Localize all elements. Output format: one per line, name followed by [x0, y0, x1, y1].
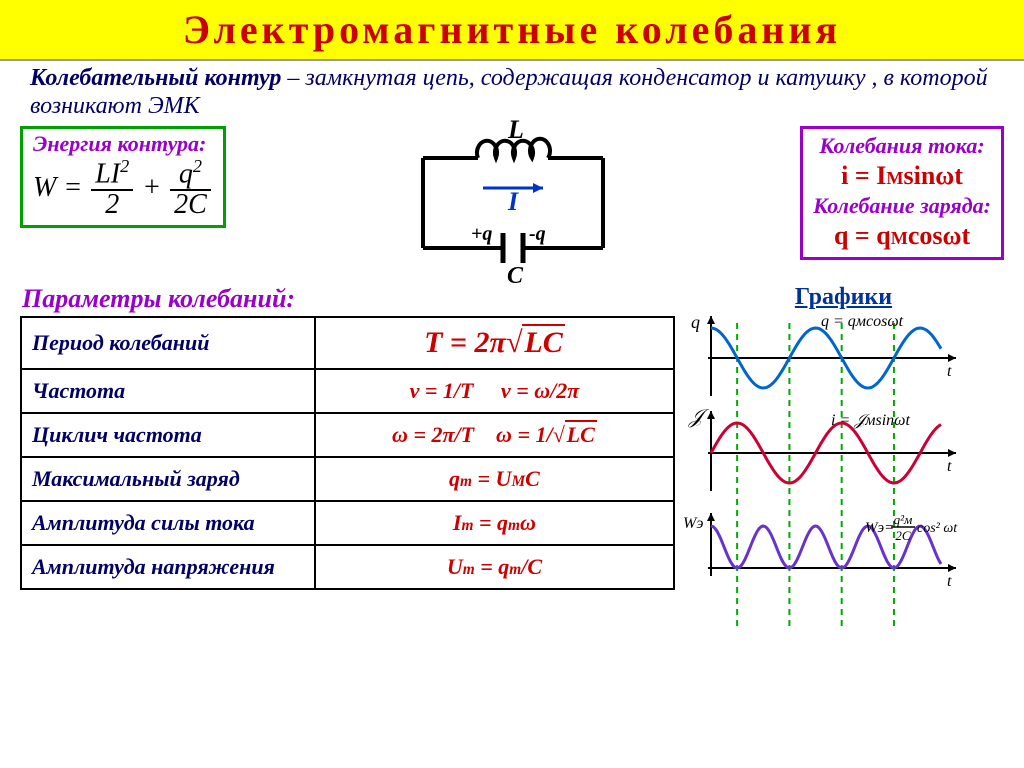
- inductor-label: L: [507, 118, 524, 144]
- graphs-heading: Графики: [683, 282, 1004, 313]
- minus-q-label: -q: [529, 223, 546, 245]
- svg-text:𝒥: 𝒥: [688, 406, 710, 428]
- oscillations-box: Колебания тока: i = IMsinωt Колебание за…: [800, 126, 1004, 260]
- param-formula: ν = 1/T ν = ω/2π: [315, 369, 674, 413]
- param-formula: T = 2π√LC: [315, 317, 674, 369]
- svg-text:q: q: [691, 313, 700, 332]
- svg-text:i = 𝒥мsinωt: i = 𝒥мsinωt: [831, 412, 910, 429]
- charge-osc-heading: Колебание заряда:: [813, 193, 991, 219]
- energy-formula: W = LI22 + q22C: [33, 157, 213, 218]
- svg-text:2C: 2C: [895, 528, 911, 543]
- charge-osc-eq: q = qMcosωt: [813, 221, 991, 251]
- param-formula: ω = 2π/T ω = 1/√LC: [315, 413, 674, 457]
- param-formula: Im = qmω: [315, 501, 674, 545]
- svg-text:Wэ=: Wэ=: [865, 520, 894, 536]
- params-table: Период колебанийT = 2π√LCЧастотаν = 1/T …: [20, 316, 675, 590]
- current-label: I: [507, 187, 519, 216]
- graphs-svg: q t q = qмcosωt 𝒥t i = 𝒥мsinωt Wэ t Wэ=q²м2C cos…: [683, 313, 1003, 633]
- definition-term: Колебательный контур: [30, 65, 281, 91]
- definition-text: Колебательный контур – замкнутая цепь, с…: [0, 61, 1024, 122]
- plus-q-label: +q: [471, 223, 492, 245]
- param-formula: Um = qm/C: [315, 545, 674, 589]
- table-row: Период колебанийT = 2π√LC: [21, 317, 674, 369]
- param-name: Амплитуда напряжения: [21, 545, 315, 589]
- page-title: Электромагнитные колебания: [0, 6, 1024, 53]
- table-row: Амплитуда силы токаIm = qmω: [21, 501, 674, 545]
- energy-box: Энергия контура: W = LI22 + q22C: [20, 126, 226, 227]
- circuit-svg: I L +q -q C: [383, 118, 643, 288]
- svg-text:t: t: [947, 573, 952, 590]
- energy-heading: Энергия контура:: [33, 131, 213, 157]
- table-row: Амплитуда напряженияUm = qm/C: [21, 545, 674, 589]
- svg-text:q²м: q²м: [894, 512, 913, 527]
- svg-text:Wэ: Wэ: [683, 515, 703, 532]
- param-name: Период колебаний: [21, 317, 315, 369]
- graphs-panel: q t q = qмcosωt 𝒥t i = 𝒥мsinωt Wэ t Wэ=q²м2C cos…: [683, 313, 1004, 633]
- param-name: Циклич частота: [21, 413, 315, 457]
- param-formula: qm = UMC: [315, 457, 674, 501]
- svg-text:t: t: [947, 458, 952, 475]
- circuit-diagram: I L +q -q C: [226, 122, 800, 282]
- current-osc-heading: Колебания тока:: [813, 133, 991, 159]
- svg-text:t: t: [947, 363, 952, 380]
- svg-text:q = qмcosωt: q = qмcosωt: [821, 313, 904, 330]
- param-name: Частота: [21, 369, 315, 413]
- svg-text:cos² ωt: cos² ωt: [917, 521, 958, 536]
- current-osc-eq: i = IMsinωt: [813, 161, 991, 191]
- table-row: Частотаν = 1/T ν = ω/2π: [21, 369, 674, 413]
- capacitor-label: C: [507, 263, 524, 288]
- param-name: Амплитуда силы тока: [21, 501, 315, 545]
- table-row: Максимальный зарядqm = UMC: [21, 457, 674, 501]
- param-name: Максимальный заряд: [21, 457, 315, 501]
- title-banner: Электромагнитные колебания: [0, 0, 1024, 61]
- table-row: Циклич частотаω = 2π/T ω = 1/√LC: [21, 413, 674, 457]
